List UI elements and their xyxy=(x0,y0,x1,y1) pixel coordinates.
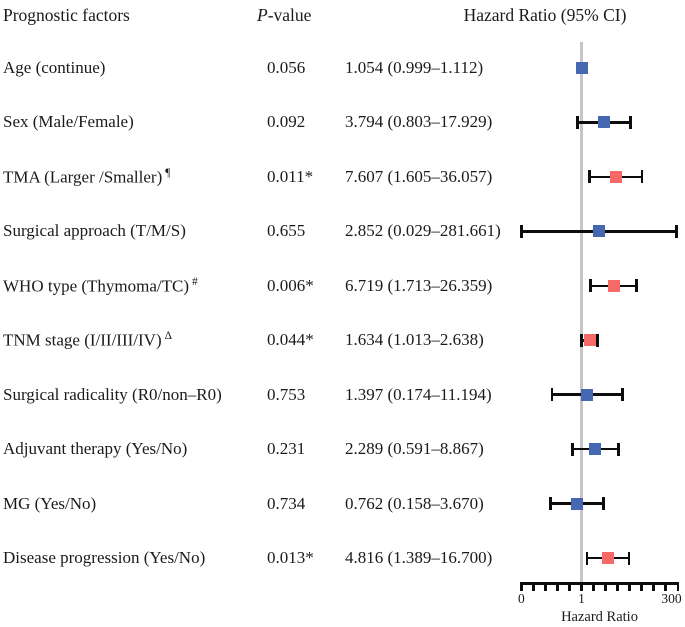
row-label: TMA (Larger /Smaller) ¶ xyxy=(3,167,170,187)
p-value: 0.006* xyxy=(267,276,314,296)
ci-cap-left xyxy=(589,279,592,293)
axis-tick xyxy=(676,584,679,592)
axis-tick xyxy=(628,584,631,592)
ci-cap-left xyxy=(588,170,591,184)
hr-marker xyxy=(597,116,610,129)
ci-cap-left xyxy=(550,388,554,402)
axis-tick xyxy=(544,584,547,592)
x-axis-title: Hazard Ratio xyxy=(561,609,638,625)
p-value: 0.013* xyxy=(267,548,314,568)
ci-cap-right xyxy=(627,551,631,565)
axis-tick xyxy=(616,584,619,592)
row-label: Disease progression (Yes/No) xyxy=(3,548,205,568)
ci-cap-left xyxy=(580,333,584,347)
axis-tick xyxy=(592,584,595,592)
row-label-superscript: ¶ xyxy=(165,166,171,179)
axis-tick xyxy=(568,584,571,592)
p-value: 0.011* xyxy=(267,167,314,187)
ci-cap-right xyxy=(635,279,639,293)
row-label-text: Sex (Male/Female) xyxy=(3,112,134,132)
hr-marker xyxy=(583,334,596,347)
ci-cap-right xyxy=(620,388,624,402)
ci-cap-right xyxy=(640,170,644,184)
hr-ci-text: 3.794 (0.803–17.929) xyxy=(345,112,493,132)
row-label: Sex (Male/Female) xyxy=(3,113,134,133)
axis-tick xyxy=(652,584,655,592)
hr-marker xyxy=(601,552,614,565)
hr-ci-text: 7.607 (1.605–36.057) xyxy=(345,167,493,187)
ci-cap-left xyxy=(549,497,552,511)
row-label-text: WHO type (Thymoma/TC) xyxy=(3,276,190,296)
axis-tick-label: 0 xyxy=(518,591,525,606)
p-value-italic-p: P xyxy=(257,5,268,25)
row-label-text: TMA (Larger /Smaller) xyxy=(3,167,163,187)
p-value: 0.231 xyxy=(267,439,306,459)
ci-cap-left xyxy=(576,115,580,129)
row-label-text: TNM stage (I/II/III/IV) xyxy=(3,330,162,350)
ci-cap-left xyxy=(571,442,575,456)
hr-marker xyxy=(581,388,594,401)
row-label: Adjuvant therapy (Yes/No) xyxy=(3,439,187,459)
p-value: 0.044* xyxy=(267,330,314,350)
hr-marker xyxy=(570,497,583,510)
hr-ci-text: 1.054 (0.999–1.112) xyxy=(345,58,484,78)
row-label-superscript: # xyxy=(192,275,198,288)
p-value: 0.753 xyxy=(267,384,306,404)
p-value: 0.056 xyxy=(267,58,306,78)
p-value: 0.092 xyxy=(267,112,306,132)
axis-tick xyxy=(556,584,559,592)
axis-tick xyxy=(532,584,535,592)
axis-tick xyxy=(604,584,607,592)
column-header-hazard-ratio-ci: Hazard Ratio (95% CI) xyxy=(463,5,627,25)
hr-marker xyxy=(576,62,589,74)
p-value-rest: -value xyxy=(267,5,312,25)
hr-ci-text: 0.762 (0.158–3.670) xyxy=(345,493,484,513)
hr-ci-text: 4.816 (1.389–16.700) xyxy=(345,548,493,568)
row-label: Surgical approach (T/M/S) xyxy=(3,222,186,242)
axis-tick-label: 300 xyxy=(661,591,682,606)
hr-marker xyxy=(593,225,606,238)
row-label-text: Adjuvant therapy (Yes/No) xyxy=(3,439,188,459)
hr-ci-text: 6.719 (1.713–26.359) xyxy=(345,276,493,296)
ci-cap-left xyxy=(585,551,589,565)
hr-marker xyxy=(609,170,622,183)
axis-tick xyxy=(664,584,667,592)
ci-cap-right xyxy=(602,497,605,511)
axis-tick xyxy=(520,584,523,592)
reference-line xyxy=(580,42,583,584)
ci-cap-right xyxy=(628,115,632,129)
row-label: WHO type (Thymoma/TC) # xyxy=(3,276,198,296)
hr-ci-text: 2.852 (0.029–281.661) xyxy=(345,221,501,241)
ci-cap-right xyxy=(675,224,678,238)
row-label-superscript: Δ xyxy=(164,330,173,343)
x-axis-line xyxy=(519,582,680,585)
ci-cap-left xyxy=(520,224,524,238)
hr-marker xyxy=(589,443,602,456)
axis-tick-label: 1 xyxy=(578,591,585,606)
ci-cap-right xyxy=(616,442,620,456)
p-value: 0.734 xyxy=(267,493,306,513)
p-value: 0.655 xyxy=(267,221,306,241)
row-label-text: Surgical approach (T/M/S) xyxy=(3,221,186,241)
ci-cap-right xyxy=(596,333,600,347)
hr-marker xyxy=(607,279,620,292)
row-label: MG (Yes/No) xyxy=(3,494,96,514)
column-header-prognostic-factors: Prognostic factors xyxy=(3,5,130,25)
axis-tick xyxy=(580,584,583,592)
row-label-text: MG (Yes/No) xyxy=(3,493,97,513)
row-label: Surgical radicality (R0/non–R0) xyxy=(3,385,222,405)
axis-tick xyxy=(640,584,643,592)
row-label-text: Surgical radicality (R0/non–R0) xyxy=(3,384,222,404)
row-label: Age (continue) xyxy=(3,58,105,78)
row-label: TNM stage (I/II/III/IV) Δ xyxy=(3,330,172,350)
row-label-text: Age (continue) xyxy=(3,58,106,78)
hr-ci-text: 2.289 (0.591–8.867) xyxy=(345,439,484,459)
column-header-p-value: P-value xyxy=(257,5,311,26)
row-label-text: Disease progression (Yes/No) xyxy=(3,548,206,568)
hr-ci-text: 1.634 (1.013–2.638) xyxy=(345,330,484,350)
hr-ci-text: 1.397 (0.174–11.194) xyxy=(345,384,492,404)
